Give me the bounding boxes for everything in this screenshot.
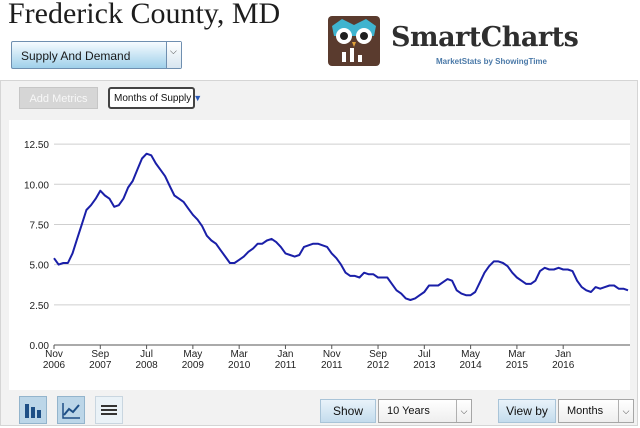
x-tick-year: 2008 (135, 360, 158, 371)
x-tick-year: 2016 (552, 360, 575, 371)
view-by-select[interactable]: Months ⌵ (558, 399, 634, 423)
metric-group-select[interactable]: Supply And Demand ⌵ (11, 41, 182, 69)
x-tick-month: Jul (418, 349, 431, 360)
chevron-down-icon: ⌵ (456, 400, 471, 422)
y-tick-label: 7.50 (30, 220, 50, 231)
x-tick-month: Sep (91, 349, 109, 360)
owl-logo-icon (328, 16, 380, 66)
line-chart-icon (62, 403, 80, 419)
date-range-value: 10 Years (387, 405, 430, 417)
y-tick-label: 12.50 (24, 140, 49, 151)
table-view-button[interactable] (95, 396, 123, 424)
chevron-down-icon: ⌵ (170, 46, 177, 56)
x-tick-year: 2015 (506, 360, 529, 371)
months-of-supply-chart: 0.00 2.50 5.00 7.50 10.00 12.50 Nov 2006 Sep 2007… (9, 120, 630, 390)
y-tick-label: 2.50 (30, 301, 50, 312)
brand-tagline: MarketStats by ShowingTime (436, 57, 547, 66)
triangle-down-icon: ▼ (193, 93, 203, 103)
x-tick-year: 2011 (321, 360, 343, 371)
line-chart: 0.002.505.007.5010.0012.50Nov2006Sep2007… (24, 140, 630, 371)
bar-chart-view-button[interactable] (19, 396, 47, 424)
metric-group-select-value: Supply And Demand (21, 49, 131, 63)
show-label: Show (320, 399, 376, 423)
x-tick-month: Sep (369, 349, 387, 360)
metric-group-select-arrow[interactable]: ⌵ (166, 42, 181, 68)
x-tick-month: May (183, 349, 202, 360)
bar-chart-icon (25, 404, 41, 418)
x-tick-year: 2009 (182, 360, 205, 371)
date-range-select[interactable]: 10 Years ⌵ (378, 399, 472, 423)
months-of-supply-chip-label: Months of Supply (114, 93, 192, 104)
months-of-supply-chip[interactable]: Months of Supply ▼ (108, 87, 202, 109)
view-by-value: Months (567, 405, 604, 417)
x-tick-month: May (461, 349, 480, 360)
series-line (53, 152, 629, 301)
y-tick-label: 5.00 (30, 261, 50, 272)
brand-name: SmartCharts (391, 22, 579, 53)
x-tick-month: Mar (508, 349, 526, 360)
x-tick-month: Jul (140, 349, 153, 360)
x-tick-month: Jan (555, 349, 571, 360)
list-icon (101, 405, 117, 415)
x-tick-year: 2011 (275, 360, 297, 371)
y-tick-label: 10.00 (24, 180, 49, 191)
x-tick-year: 2006 (43, 360, 66, 371)
x-tick-year: 2007 (89, 360, 112, 371)
chevron-down-icon: ⌵ (618, 400, 633, 422)
view-by-label: View by (498, 399, 556, 423)
x-tick-month: Mar (231, 349, 249, 360)
x-tick-year: 2014 (459, 360, 482, 371)
page-title: Frederick County, MD (8, 0, 281, 30)
x-tick-month: Jan (277, 349, 293, 360)
x-tick-month: Nov (323, 349, 341, 360)
y-tick-label: 0.00 (30, 341, 50, 352)
add-metrics-button[interactable]: Add Metrics (19, 87, 98, 109)
x-tick-month: Nov (45, 349, 63, 360)
x-tick-year: 2013 (413, 360, 436, 371)
x-tick-year: 2010 (228, 360, 251, 371)
x-tick-year: 2012 (367, 360, 390, 371)
line-chart-view-button[interactable] (57, 396, 85, 424)
